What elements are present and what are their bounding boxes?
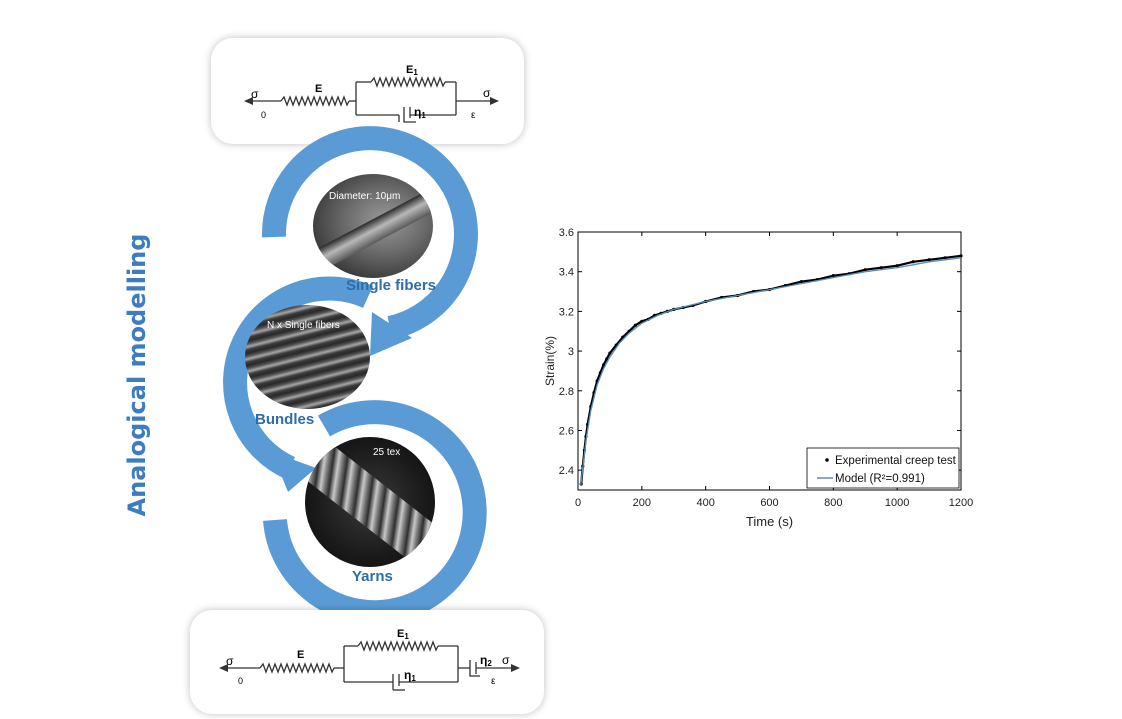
y-tick-label: 3.6 xyxy=(559,227,574,239)
x-tick-label: 800 xyxy=(824,497,842,509)
chart-legend: Experimental creep test Model (R²=0.991) xyxy=(807,448,959,488)
y-tick-label: 2.4 xyxy=(559,465,574,477)
y-tick-label: 2.6 xyxy=(559,425,574,437)
experimental-point xyxy=(927,258,930,261)
x-tick-label: 400 xyxy=(696,497,714,509)
experimental-point xyxy=(880,266,883,269)
yarn-twist xyxy=(305,437,435,567)
x-tick-label: 600 xyxy=(760,497,778,509)
epsilon-label: ε xyxy=(491,676,496,687)
legend-label-experimental: Experimental creep test xyxy=(835,455,957,467)
single-fibers-image: Diameter: 10μm xyxy=(313,174,433,278)
x-tick-label: 1200 xyxy=(949,497,973,509)
yarns-image: 25 tex xyxy=(305,437,435,567)
spring-e-label: E xyxy=(297,649,304,661)
bundles-image-label: N x Single fibers xyxy=(267,320,340,331)
yarns-image-label: 25 tex xyxy=(373,447,400,458)
single-fibers-caption: Single fibers xyxy=(346,277,436,294)
bottom-model-card: σ 0 E E1 η1 η2 σ ε xyxy=(190,610,544,714)
experimental-point xyxy=(943,256,946,259)
dashpot-eta1-label: η1 xyxy=(404,668,416,683)
creep-chart: 0 200 400 600 800 1000 1200 2.4 2.6 2.8 3 3.2 3.4 3.6… xyxy=(540,220,980,545)
yarns-caption: Yarns xyxy=(352,568,393,585)
experimental-point xyxy=(634,324,637,327)
y-tick-label: 2.8 xyxy=(559,386,574,398)
x-tick-label: 1000 xyxy=(885,497,909,509)
experimental-point xyxy=(912,260,915,263)
y-tick-label: 3.2 xyxy=(559,306,574,318)
dashpot-eta2-label: η2 xyxy=(480,653,492,668)
x-tick-label: 200 xyxy=(633,497,651,509)
legend-label-model: Model (R²=0.991) xyxy=(835,473,925,485)
experimental-point xyxy=(959,254,962,257)
zero-label: 0 xyxy=(238,676,243,686)
sigma-left-label: σ xyxy=(226,654,234,668)
sigma-right-label: σ xyxy=(502,653,510,667)
experimental-point xyxy=(864,268,867,271)
bottom-model-diagram: σ 0 E E1 η1 η2 σ ε xyxy=(190,610,544,714)
single-fibers-image-label: Diameter: 10μm xyxy=(329,191,400,202)
y-tick-label: 3.4 xyxy=(559,267,574,279)
bundles-image: N x Single fibers xyxy=(245,305,370,409)
spring-e1-label: E1 xyxy=(397,628,409,641)
bundles-caption: Bundles xyxy=(255,411,314,428)
y-axis-label: Strain(%) xyxy=(543,336,557,386)
y-tick-label: 3 xyxy=(568,346,574,358)
x-tick-label: 0 xyxy=(575,497,581,509)
experimental-point xyxy=(608,351,611,354)
x-axis-label: Time (s) xyxy=(746,514,793,529)
legend-marker-experimental xyxy=(825,458,829,462)
